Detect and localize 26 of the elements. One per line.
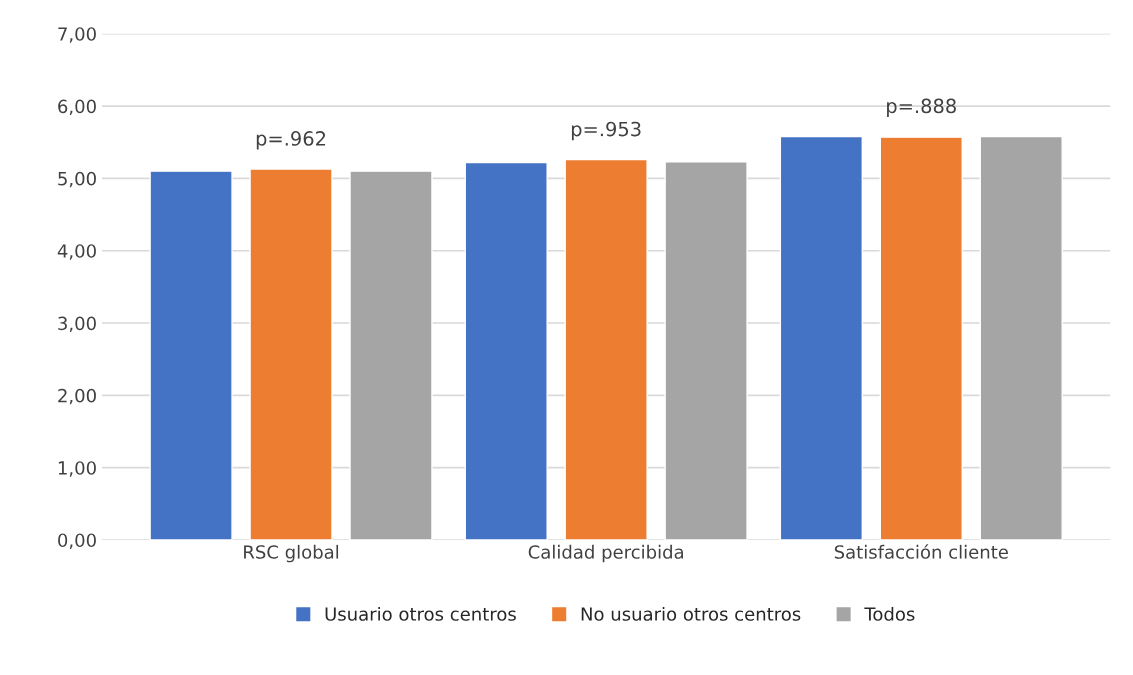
annotation: p=.962 <box>256 131 326 150</box>
legend-label: Todos <box>864 606 915 621</box>
x-tick-label: RSC global <box>244 544 339 563</box>
bar <box>879 136 963 540</box>
bar <box>979 135 1063 540</box>
bar <box>464 161 548 540</box>
x-tick-label: Calidad percibida <box>528 544 683 563</box>
y-tick-label: 7,00 <box>58 27 96 43</box>
x-tick-label: Satisfacción cliente <box>834 544 1008 559</box>
annotation: p=.888 <box>887 98 956 117</box>
y-tick-label: 6,00 <box>58 99 96 116</box>
y-tick-label: 2,00 <box>58 388 96 405</box>
bar <box>149 170 233 540</box>
y-tick-label: 0,00 <box>58 533 96 549</box>
y-tick-label: 1,00 <box>58 461 96 477</box>
bar <box>779 135 863 540</box>
legend-label: Usuario otros centros <box>325 606 516 621</box>
bar <box>564 158 648 540</box>
bar <box>664 161 748 540</box>
y-tick-label: 4,00 <box>57 244 96 260</box>
legend-label: No usuario otros centros <box>581 606 801 621</box>
bar <box>249 168 333 540</box>
y-tick-label: 5,00 <box>58 171 96 188</box>
y-tick-label: 3,00 <box>58 316 96 332</box>
annotation: p=.953 <box>571 121 641 141</box>
bar <box>349 170 433 540</box>
